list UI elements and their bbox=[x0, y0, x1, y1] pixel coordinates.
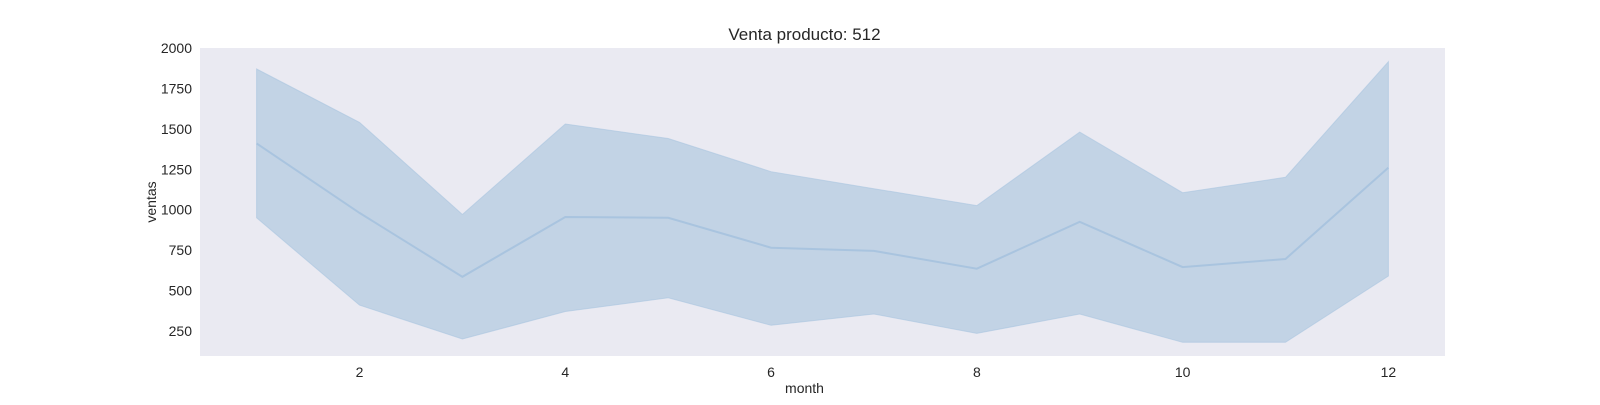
y-tick-label: 2000 bbox=[161, 40, 192, 56]
x-tick-label: 10 bbox=[1175, 364, 1191, 380]
confidence-band bbox=[256, 60, 1389, 343]
y-tick-label: 250 bbox=[169, 323, 193, 339]
chart-title: Venta producto: 512 bbox=[728, 25, 880, 44]
x-tick-label: 4 bbox=[561, 364, 569, 380]
y-axis-label: ventas bbox=[143, 181, 159, 222]
y-tick-label: 750 bbox=[169, 242, 193, 258]
y-tick-label: 1000 bbox=[161, 202, 192, 218]
y-tick-label: 1750 bbox=[161, 80, 192, 96]
series-line bbox=[256, 142, 1390, 278]
y-tick-label: 1250 bbox=[161, 161, 192, 177]
y-tick-label: 1500 bbox=[161, 121, 192, 137]
x-tick-label: 6 bbox=[767, 364, 775, 380]
x-tick-label: 2 bbox=[356, 364, 364, 380]
x-tick-label: 8 bbox=[973, 364, 981, 380]
y-tick-label: 500 bbox=[169, 283, 193, 299]
x-axis-label: month bbox=[785, 380, 824, 396]
x-tick-label: 12 bbox=[1381, 364, 1397, 380]
